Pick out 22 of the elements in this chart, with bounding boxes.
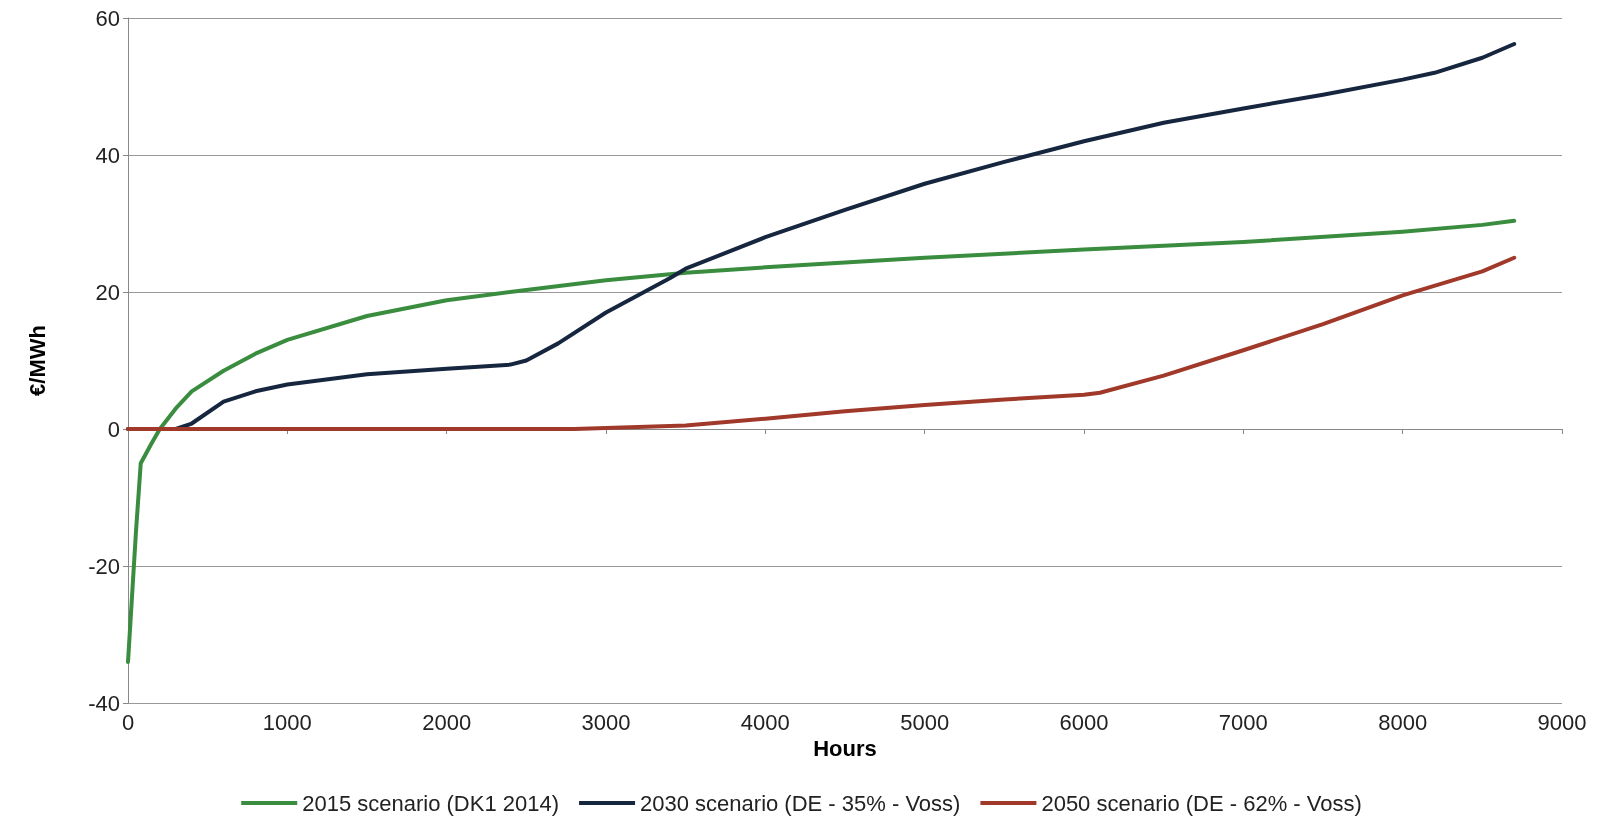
y-tick-label: 20 <box>95 279 120 305</box>
legend-label: 2015 scenario (DK1 2014) <box>302 790 560 816</box>
x-tick-label: 6000 <box>1059 709 1109 735</box>
x-axis-title: Hours <box>813 736 877 762</box>
legend-label: 2050 scenario (DE - 62% - Voss) <box>1041 790 1362 816</box>
x-tick-label: 7000 <box>1218 709 1268 735</box>
x-tick-label: 5000 <box>900 709 950 735</box>
x-tick-label: 2000 <box>422 709 472 735</box>
x-tick-label: 8000 <box>1378 709 1428 735</box>
x-tick-label: 3000 <box>581 709 631 735</box>
y-tick-label: -40 <box>88 690 120 716</box>
x-tick-label: 9000 <box>1537 709 1587 735</box>
x-tick-label: 1000 <box>262 709 312 735</box>
y-axis-title: €/MWh <box>24 325 50 396</box>
x-tick-label: 4000 <box>740 709 790 735</box>
y-tick-label: 0 <box>107 416 120 442</box>
line-series <box>126 218 1517 664</box>
y-tick-label: 40 <box>95 142 120 168</box>
line-series <box>126 255 1517 431</box>
y-tick-label: -20 <box>88 553 120 579</box>
legend-label: 2030 scenario (DE - 35% - Voss) <box>640 790 961 816</box>
y-tick-label: 60 <box>95 5 120 31</box>
